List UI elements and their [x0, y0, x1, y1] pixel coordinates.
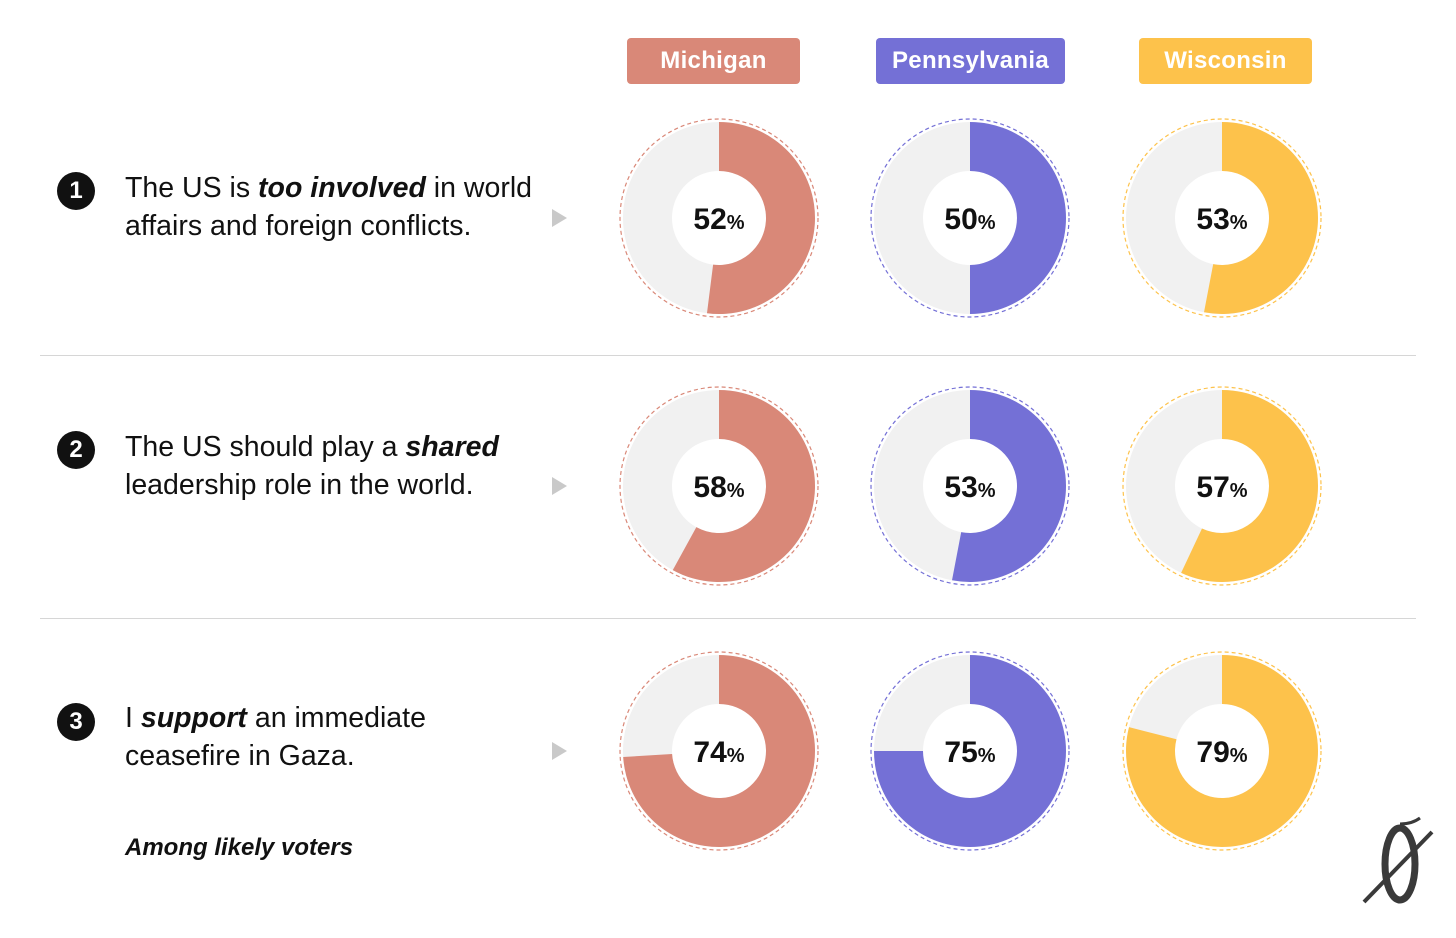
question-3-text-start: I: [125, 702, 141, 734]
donut-dashed-ring: [619, 118, 819, 318]
donut-value-slice: [970, 122, 1066, 314]
question-1-statement: The US is too involved in world affairs …: [125, 170, 535, 245]
donut-q3-michigan: 74%: [619, 651, 819, 851]
donut-q1-pennsylvania: 50%: [870, 118, 1070, 318]
question-1-number-badge: 1: [57, 172, 95, 210]
donut-value-label: 57%: [1196, 471, 1247, 504]
donut-value-label: 79%: [1196, 736, 1247, 769]
question-3-emphasis: support: [140, 702, 247, 734]
donut-value-slice: [952, 390, 1066, 582]
donut-value-label: 74%: [693, 736, 744, 769]
question-3-number-badge: 3: [57, 703, 95, 741]
slashed-zero-logo-icon: [1362, 816, 1434, 904]
donut-value-label: 53%: [1196, 203, 1247, 236]
state-tag-wisconsin: Wisconsin: [1139, 38, 1312, 84]
donut-q1-wisconsin: 53%: [1122, 118, 1322, 318]
donut-q2-pennsylvania: 53%: [870, 386, 1070, 586]
donut-dashed-ring: [1122, 651, 1322, 851]
question-3-text-end: an immediate ceasefire in Gaza.: [125, 702, 426, 772]
question-2-emphasis: shared: [405, 431, 499, 463]
donut-dashed-ring: [1122, 386, 1322, 586]
donut-dashed-ring: [1122, 118, 1322, 318]
donut-q3-wisconsin: 79%: [1122, 651, 1322, 851]
question-1-emphasis: too involved: [258, 172, 426, 204]
question-3-statement: I support an immediate ceasefire in Gaza…: [125, 700, 535, 775]
question-1-arrow-icon: [552, 209, 567, 227]
donut-value-slice: [623, 655, 815, 847]
question-1-text-end: in world affairs and foreign conflicts.: [125, 172, 533, 242]
question-2-text-start: The US should play a: [125, 431, 406, 463]
footnote: Among likely voters: [125, 834, 354, 861]
row-divider-2: [40, 618, 1416, 619]
donut-q3-pennsylvania: 75%: [870, 651, 1070, 851]
donut-value-label: 58%: [693, 471, 744, 504]
donut-dashed-ring: [619, 386, 819, 586]
donut-dashed-ring: [870, 651, 1070, 851]
state-tag-pennsylvania: Pennsylvania: [876, 38, 1065, 84]
row-divider-1: [40, 355, 1416, 356]
donut-value-slice: [706, 122, 815, 314]
question-2-number-badge: 2: [57, 431, 95, 469]
donut-value-slice: [1181, 390, 1318, 582]
donut-value-label: 75%: [944, 736, 995, 769]
donut-value-label: 50%: [944, 203, 995, 236]
donut-value-slice: [1204, 122, 1318, 314]
donut-q2-michigan: 58%: [619, 386, 819, 586]
donut-value-label: 53%: [944, 471, 995, 504]
question-2-statement: The US should play a shared leadership r…: [125, 429, 535, 504]
question-2-arrow-icon: [552, 477, 567, 495]
question-3-arrow-icon: [552, 742, 567, 760]
question-1-text-start: The US is: [125, 172, 259, 204]
donut-q2-wisconsin: 57%: [1122, 386, 1322, 586]
state-tag-michigan: Michigan: [627, 38, 800, 84]
donut-value-slice: [874, 655, 1066, 847]
donut-dashed-ring: [870, 386, 1070, 586]
donut-dashed-ring: [870, 118, 1070, 318]
donut-q1-michigan: 52%: [619, 118, 819, 318]
donut-dashed-ring: [619, 651, 819, 851]
donut-value-label: 52%: [693, 203, 744, 236]
question-2-text-end: leadership role in the world.: [125, 468, 474, 501]
donut-value-slice: [1126, 655, 1318, 847]
donut-value-slice: [672, 390, 815, 582]
